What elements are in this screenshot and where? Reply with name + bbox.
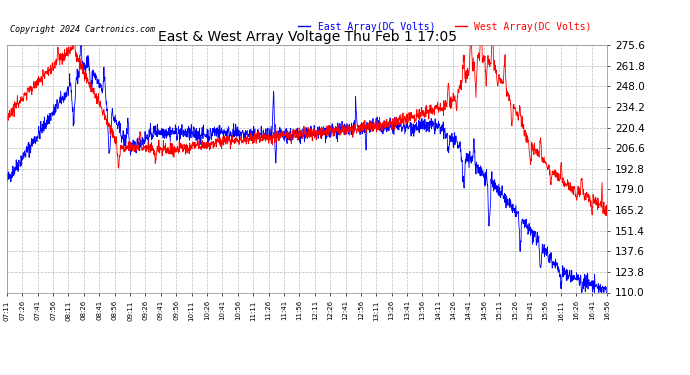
East Array(DC Volts) xyxy=(77,40,86,45)
East Array(DC Volts) xyxy=(578,290,586,295)
West Array(DC Volts) xyxy=(70,36,79,40)
East Array(DC Volts) xyxy=(586,284,595,288)
West Array(DC Volts) xyxy=(3,116,11,120)
West Array(DC Volts) xyxy=(475,48,484,52)
West Array(DC Volts) xyxy=(602,213,611,218)
West Array(DC Volts) xyxy=(295,126,303,130)
Line: West Array(DC Volts): West Array(DC Volts) xyxy=(7,38,607,216)
East Array(DC Volts) xyxy=(475,167,484,172)
Title: East & West Array Voltage Thu Feb 1 17:05: East & West Array Voltage Thu Feb 1 17:0… xyxy=(157,30,457,44)
East Array(DC Volts) xyxy=(3,176,11,181)
West Array(DC Volts) xyxy=(586,193,594,197)
East Array(DC Volts) xyxy=(586,281,594,285)
Text: Copyright 2024 Cartronics.com: Copyright 2024 Cartronics.com xyxy=(10,25,155,34)
East Array(DC Volts) xyxy=(33,134,41,139)
Legend: East Array(DC Volts), West Array(DC Volts): East Array(DC Volts), West Array(DC Volt… xyxy=(295,18,595,36)
West Array(DC Volts) xyxy=(586,199,594,203)
East Array(DC Volts) xyxy=(279,129,287,134)
East Array(DC Volts) xyxy=(603,290,611,295)
Line: East Array(DC Volts): East Array(DC Volts) xyxy=(7,42,607,292)
West Array(DC Volts) xyxy=(603,207,611,211)
West Array(DC Volts) xyxy=(279,135,287,140)
East Array(DC Volts) xyxy=(295,135,303,140)
West Array(DC Volts) xyxy=(33,82,41,87)
